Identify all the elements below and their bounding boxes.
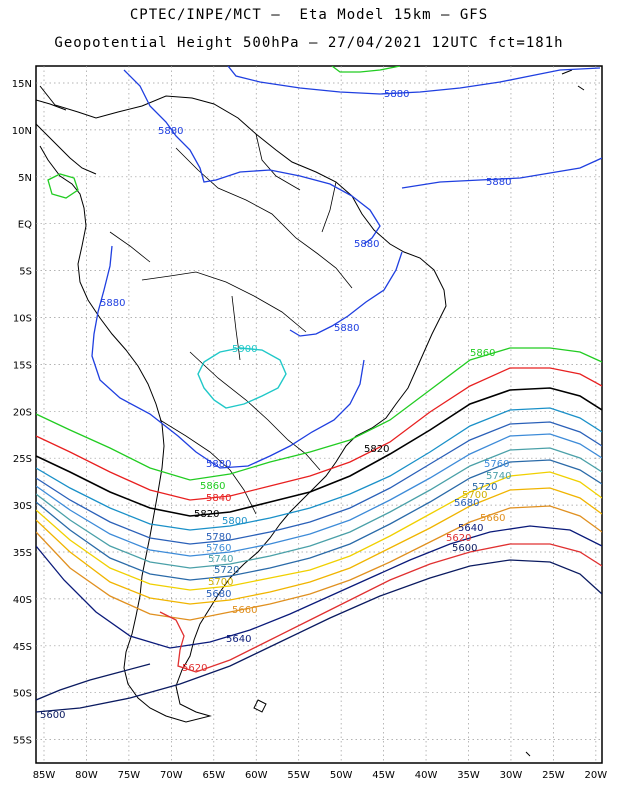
country-borders <box>109 133 353 515</box>
clabel-5880-g: 5880 <box>206 459 231 470</box>
clabel-5860-b: 5860 <box>200 481 225 492</box>
clabel-5740-b: 5740 <box>486 471 511 482</box>
map-title-line2: Geopotential Height 500hPa – 27/04/2021 … <box>54 35 564 51</box>
contour-5720 <box>36 459 602 581</box>
contour-5880-amazon <box>289 251 403 337</box>
lat-label: 20S <box>13 407 32 418</box>
lon-label: 60W <box>245 770 268 781</box>
lat-label: 55S <box>13 736 32 747</box>
contour-5640 <box>36 525 602 649</box>
clabel-5700-a: 5700 <box>208 577 233 588</box>
lat-label: 10N <box>12 126 32 137</box>
contour-5760 <box>36 433 602 557</box>
contour-5840 <box>36 367 602 501</box>
lat-label: 25S <box>13 454 32 465</box>
lon-label: 20W <box>585 770 608 781</box>
contour-5880-west <box>91 245 365 469</box>
lat-label: 45S <box>13 642 32 653</box>
map-title-line1: CPTEC/INPE/MCT – Eta Model 15km – GFS <box>129 7 489 23</box>
lat-label: 15N <box>12 79 32 90</box>
lon-label: 50W <box>330 770 353 781</box>
lat-label: 15S <box>13 360 32 371</box>
contour-5700 <box>36 471 602 591</box>
contour-5860 <box>36 347 602 481</box>
clabel-5760-a: 5760 <box>206 543 231 554</box>
lat-label: 30S <box>13 501 32 512</box>
lat-label: 40S <box>13 595 32 606</box>
clabel-5860-a: 5860 <box>470 348 495 359</box>
lon-label: 85W <box>33 770 56 781</box>
coastline-south-america <box>39 85 447 723</box>
clabel-5820-b: 5820 <box>194 509 219 520</box>
lon-label: 40W <box>415 770 438 781</box>
lon-label: 35W <box>457 770 480 781</box>
clabel-5800: 5800 <box>222 516 247 527</box>
clabel-5640-b: 5640 <box>458 523 483 534</box>
clabel-5700-b: 5700 <box>462 490 487 501</box>
contour-5880-north <box>227 66 601 95</box>
coastline-islands <box>253 69 585 757</box>
clabel-5680-b: 5680 <box>454 498 479 509</box>
clabel-5600-a: 5600 <box>40 710 65 721</box>
clabel-5900: 5900 <box>232 344 257 355</box>
contour-5780 <box>36 421 602 545</box>
clabel-5660-b: 5660 <box>480 513 505 524</box>
lon-label: 45W <box>372 770 395 781</box>
clabel-5620-a: 5620 <box>182 663 207 674</box>
contour-5800 <box>36 407 602 531</box>
contour-5660 <box>36 505 602 621</box>
clabel-5880-f: 5880 <box>334 323 359 334</box>
lon-label: 25W <box>542 770 565 781</box>
clabel-5840: 5840 <box>206 493 231 504</box>
clabel-5760-b: 5760 <box>484 459 509 470</box>
contour-5880-northwest <box>123 69 381 245</box>
lat-label: 50S <box>13 689 32 700</box>
lat-label: 5N <box>18 173 32 184</box>
lat-label: 10S <box>13 314 32 325</box>
clabel-5680-a: 5680 <box>206 589 231 600</box>
contour-5880-atlantic <box>401 157 602 189</box>
clabel-5620-b: 5620 <box>446 533 471 544</box>
lon-label: 70W <box>160 770 183 781</box>
clabel-5880-c: 5880 <box>486 177 511 188</box>
latitude-labels: 15N 10N 5N EQ 5S 10S 15S 20S 25S 30S 35S 40S 45S 50S 5… <box>12 79 32 747</box>
contour-5860-north <box>331 66 401 73</box>
lon-label: 75W <box>118 770 141 781</box>
contour-5620 <box>159 543 602 673</box>
coastline-central-america <box>36 99 97 175</box>
lat-label: 35S <box>13 548 32 559</box>
contour-5860-island <box>47 173 79 199</box>
lat-label: 5S <box>19 267 32 278</box>
contour-5600-west <box>36 663 151 701</box>
lat-label: EQ <box>18 220 32 231</box>
longitude-labels: 85W 80W 75W 70W 65W 60W 55W 50W 45W 40W 35W 30W 25W 2… <box>33 770 608 781</box>
clabel-5880-d: 5880 <box>354 239 379 250</box>
clabel-5880-b: 5880 <box>158 126 183 137</box>
lon-label: 30W <box>500 770 523 781</box>
clabel-5780: 5780 <box>206 532 231 543</box>
map-frame <box>35 65 603 764</box>
contour-5820 <box>36 387 602 517</box>
clabel-5720-b: 5720 <box>472 482 497 493</box>
contour-5680 <box>36 487 602 605</box>
lon-label: 80W <box>75 770 98 781</box>
clabel-5720-a: 5720 <box>214 565 239 576</box>
clabel-5660-a: 5660 <box>232 605 257 616</box>
lon-label: 55W <box>287 770 310 781</box>
lon-label: 65W <box>202 770 225 781</box>
contour-5600 <box>36 559 602 713</box>
clabel-5640-a: 5640 <box>226 634 251 645</box>
clabel-5740-a: 5740 <box>208 554 233 565</box>
contour-labels: 5880 5880 5880 5880 5880 5880 5880 5900 … <box>40 89 511 721</box>
clabel-5880-a: 5880 <box>384 89 409 100</box>
clabel-5880-e: 5880 <box>100 298 125 309</box>
contour-5900 <box>197 347 287 409</box>
clabel-5820-a: 5820 <box>364 444 389 455</box>
clabel-5600-b: 5600 <box>452 543 477 554</box>
contour-5740 <box>36 447 602 569</box>
